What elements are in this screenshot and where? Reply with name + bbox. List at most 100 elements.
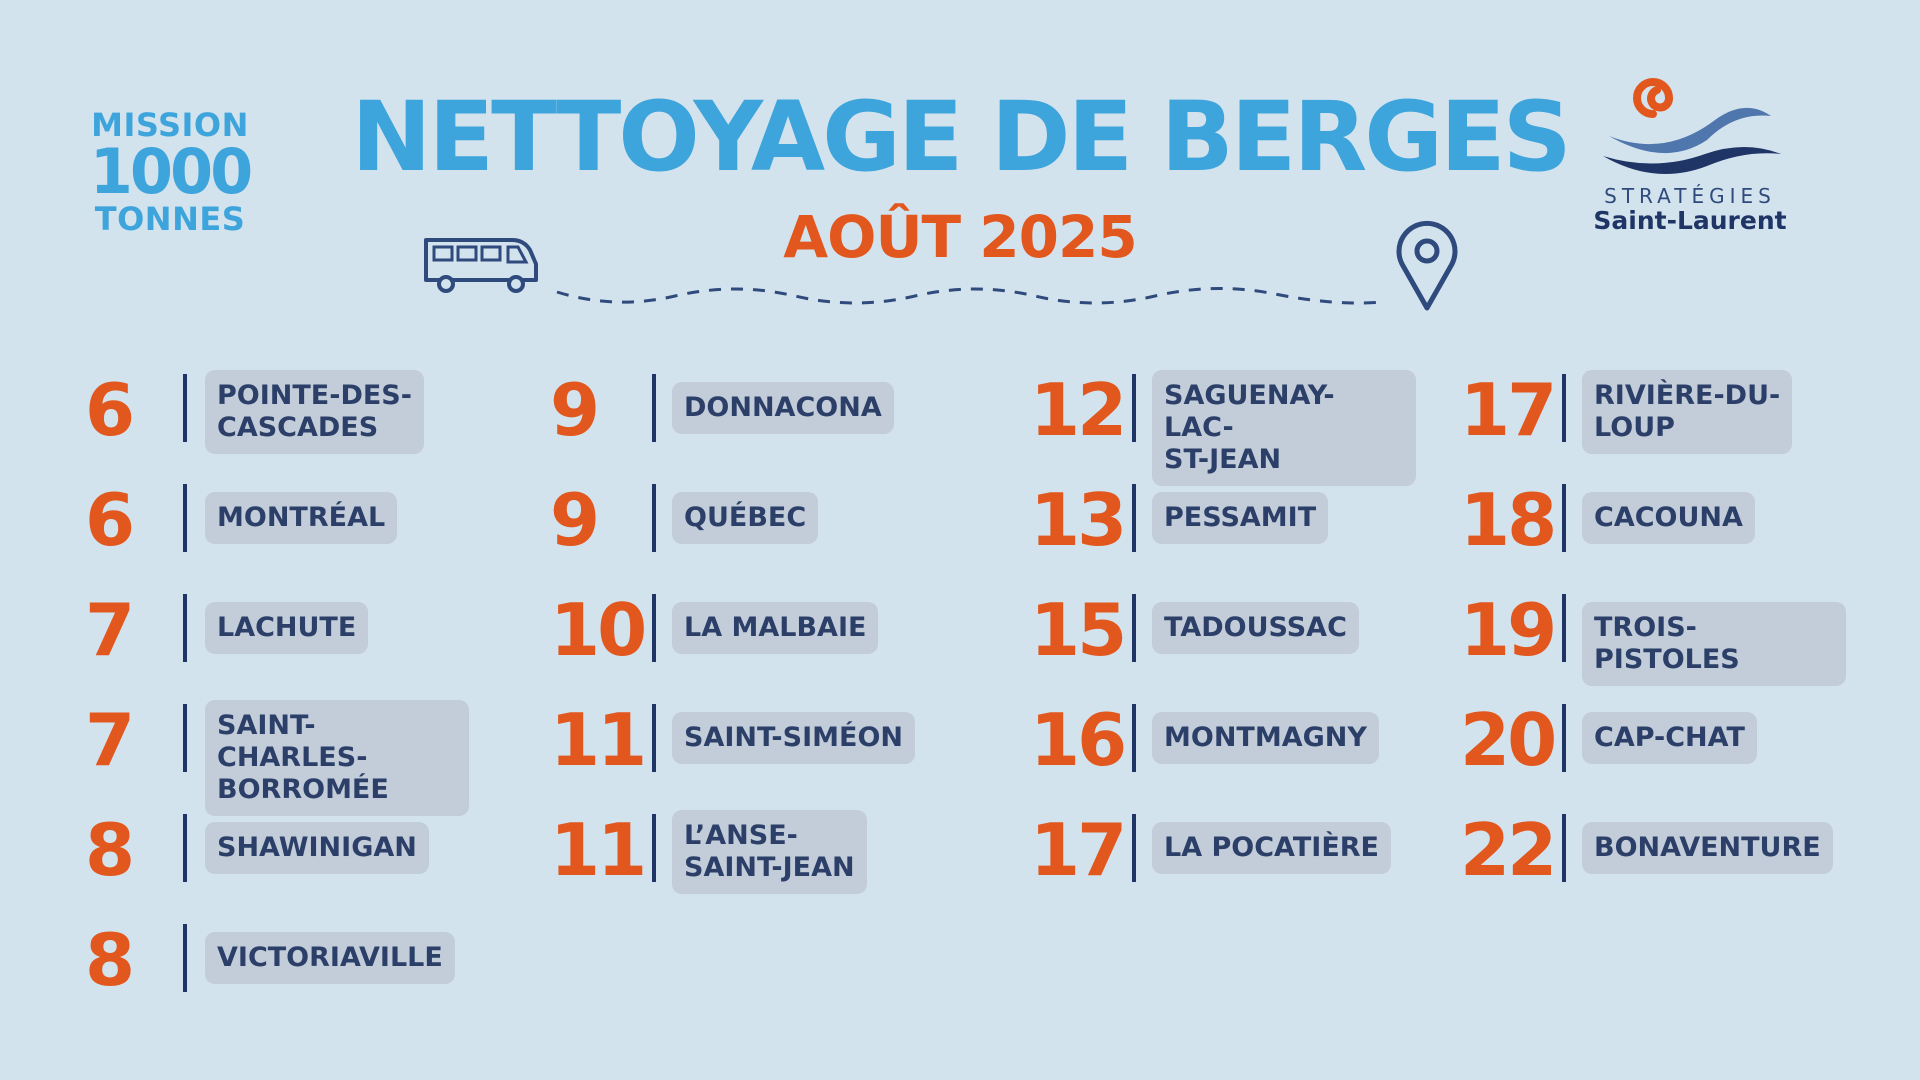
divider: [652, 484, 656, 552]
schedule-entry: 9 DONNACONA: [550, 360, 970, 470]
divider: [1132, 814, 1136, 882]
divider: [652, 704, 656, 772]
schedule-entry: 6 POINTE-DES- CASCADES: [85, 360, 505, 470]
divider: [183, 704, 187, 772]
entry-day: 17: [1460, 368, 1557, 452]
entry-day: 7: [85, 698, 135, 782]
entry-day: 19: [1460, 588, 1557, 672]
divider: [652, 374, 656, 442]
schedule-entry: 11 L’ANSE- SAINT-JEAN: [550, 800, 970, 910]
schedule-entry: 17 LA POCATIÈRE: [1030, 800, 1450, 910]
schedule-entry: 7 LACHUTE: [85, 580, 505, 690]
entry-place: SAINT-SIMÉON: [672, 712, 915, 764]
entry-day: 11: [550, 808, 647, 892]
entry-place: L’ANSE- SAINT-JEAN: [672, 810, 867, 894]
divider: [1562, 374, 1566, 442]
schedule-entry: 17 RIVIÈRE-DU- LOUP: [1460, 360, 1880, 470]
divider: [183, 374, 187, 442]
entry-place: PESSAMIT: [1152, 492, 1329, 544]
entry-place: DONNACONA: [672, 382, 894, 434]
schedule-entry: 11 SAINT-SIMÉON: [550, 690, 970, 800]
entry-day: 6: [85, 368, 135, 452]
entry-day: 6: [85, 478, 135, 562]
divider: [652, 594, 656, 662]
entry-day: 22: [1460, 808, 1557, 892]
entry-place: MONTMAGNY: [1152, 712, 1379, 764]
strategies-saint-laurent-logo: STRATÉGIES Saint-Laurent: [1590, 68, 1790, 235]
page-title: NETTOYAGE DE BERGES: [351, 81, 1572, 193]
bus-icon: [424, 238, 538, 293]
schedule-entry: 8 VICTORIAVILLE: [85, 910, 505, 1020]
divider: [1562, 594, 1566, 662]
entry-place: POINTE-DES- CASCADES: [205, 370, 424, 454]
entry-day: 20: [1460, 698, 1557, 782]
entry-place: SAINT-CHARLES- BORROMÉE: [205, 700, 469, 816]
divider: [1132, 484, 1136, 552]
route-dashed-line: [556, 287, 1384, 305]
schedule-entry: 22 BONAVENTURE: [1460, 800, 1880, 910]
schedule-entry: 9 QUÉBEC: [550, 470, 970, 580]
entry-day: 10: [550, 588, 647, 672]
logo-line-tonnes: TONNES: [94, 200, 246, 238]
entry-day: 13: [1030, 478, 1127, 562]
divider: [1562, 814, 1566, 882]
divider: [183, 484, 187, 552]
logo-line-1000: 1000: [89, 135, 254, 208]
entry-place: TADOUSSAC: [1152, 602, 1359, 654]
entry-place: LA MALBAIE: [672, 602, 879, 654]
logo-text-saint-laurent: Saint-Laurent: [1593, 206, 1787, 235]
logo-line-mission: MISSION: [91, 106, 249, 144]
logo-text-strategies: STRATÉGIES: [1604, 184, 1776, 208]
entry-day: 7: [85, 588, 135, 672]
schedule-entry: 12 SAGUENAY-LAC- ST-JEAN: [1030, 360, 1450, 486]
schedule-column-3: 12 SAGUENAY-LAC- ST-JEAN 13 PESSAMIT 15 …: [1030, 360, 1450, 910]
entry-day: 8: [85, 918, 135, 1002]
entry-day: 9: [550, 478, 600, 562]
divider: [1132, 374, 1136, 442]
schedule-entry: 20 CAP-CHAT: [1460, 690, 1880, 800]
divider: [1562, 704, 1566, 772]
entry-day: 16: [1030, 698, 1127, 782]
schedule-column-1: 6 POINTE-DES- CASCADES 6 MONTRÉAL 7 LACH…: [85, 360, 505, 1020]
entry-place: SHAWINIGAN: [205, 822, 429, 874]
schedule-entry: 13 PESSAMIT: [1030, 470, 1450, 580]
schedule-column-4: 17 RIVIÈRE-DU- LOUP 18 CACOUNA 19 TROIS-…: [1460, 360, 1880, 910]
schedule-entry: 18 CACOUNA: [1460, 470, 1880, 580]
divider: [183, 814, 187, 882]
entry-place: SAGUENAY-LAC- ST-JEAN: [1152, 370, 1416, 486]
entry-day: 12: [1030, 368, 1127, 452]
entry-day: 8: [85, 808, 135, 892]
divider: [1132, 594, 1136, 662]
entry-place: VICTORIAVILLE: [205, 932, 455, 984]
entry-day: 18: [1460, 478, 1557, 562]
divider: [652, 814, 656, 882]
schedule-entry: 10 LA MALBAIE: [550, 580, 970, 690]
schedule-entry: 6 MONTRÉAL: [85, 470, 505, 580]
divider: [1562, 484, 1566, 552]
page-subtitle: AOÛT 2025: [783, 203, 1137, 271]
schedule-column-2: 9 DONNACONA 9 QUÉBEC 10 LA MALBAIE 11 SA…: [550, 360, 970, 910]
entry-place: MONTRÉAL: [205, 492, 398, 544]
divider: [183, 924, 187, 992]
entry-place: CACOUNA: [1582, 492, 1755, 544]
divider: [183, 594, 187, 662]
schedule-entry: 15 TADOUSSAC: [1030, 580, 1450, 690]
location-pin-icon: [1396, 220, 1458, 311]
entry-day: 17: [1030, 808, 1127, 892]
entry-place: RIVIÈRE-DU- LOUP: [1582, 370, 1793, 454]
schedule-entry: 19 TROIS-PISTOLES: [1460, 580, 1880, 690]
entry-place: LA POCATIÈRE: [1152, 822, 1391, 874]
schedule-entry: 8 SHAWINIGAN: [85, 800, 505, 910]
entry-place: QUÉBEC: [672, 492, 819, 544]
mission-1000-tonnes-logo: MISSION 1000 TONNES: [80, 108, 260, 236]
entry-place: LACHUTE: [205, 602, 369, 654]
schedule-entry: 16 MONTMAGNY: [1030, 690, 1450, 800]
schedule-entry: 7 SAINT-CHARLES- BORROMÉE: [85, 690, 505, 816]
entry-place: BONAVENTURE: [1582, 822, 1833, 874]
entry-place: TROIS-PISTOLES: [1582, 602, 1846, 686]
river-swirl-icon: [1603, 78, 1781, 174]
entry-day: 9: [550, 368, 600, 452]
divider: [1132, 704, 1136, 772]
entry-day: 11: [550, 698, 647, 782]
